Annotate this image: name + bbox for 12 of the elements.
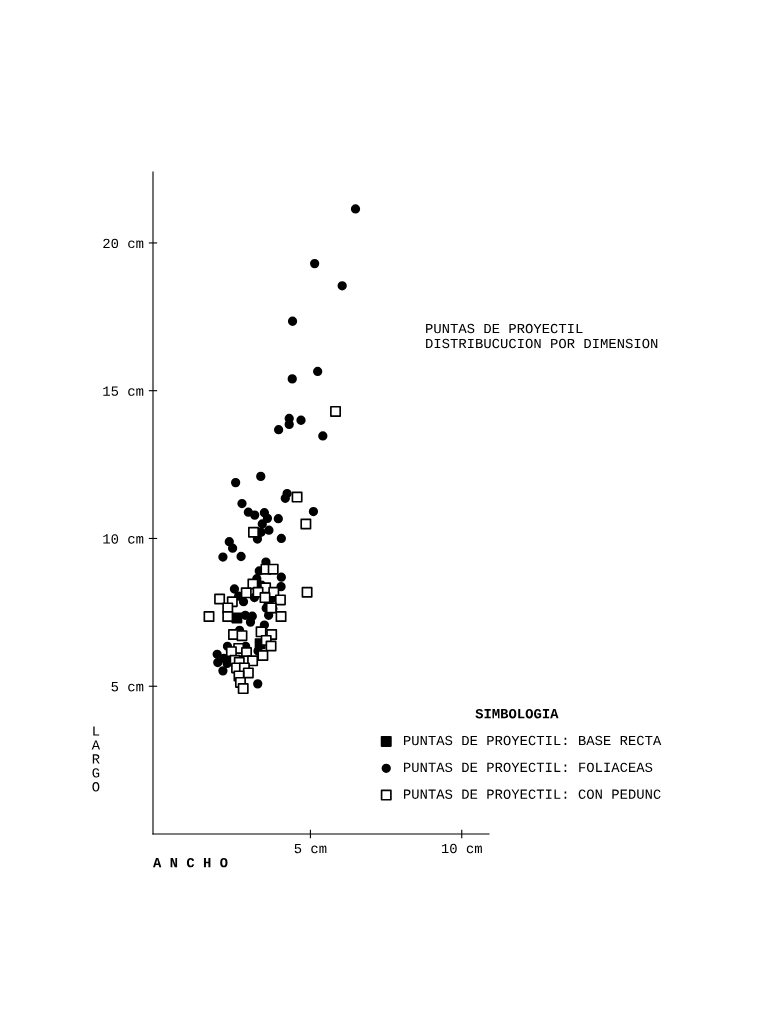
text: PUNTAS DE PROYECTIL	[426, 323, 583, 334]
y-tick-label: 20 cm	[103, 238, 144, 249]
y-tick-label: 15 cm	[103, 386, 144, 396]
y-tick-label: 10 cm	[103, 534, 144, 544]
y-tick-label: 5 cm	[111, 682, 144, 692]
y-axis-title: LARGO	[91, 726, 101, 792]
x-axis-title: A N C H O	[153, 857, 228, 868]
legend-label: PUNTAS DE PROYECTIL: BASE RECTA	[404, 735, 662, 746]
legend-label: PUNTAS DE PROYECTIL: CON PEDUNC	[404, 789, 661, 799]
legend-label: PUNTAS DE PROYECTIL: FOLIACEAS	[404, 762, 653, 773]
legend-title: SIMBOLOGIA	[475, 708, 559, 719]
text: DISTRIBUCUCION POR DIMENSION	[426, 338, 658, 349]
